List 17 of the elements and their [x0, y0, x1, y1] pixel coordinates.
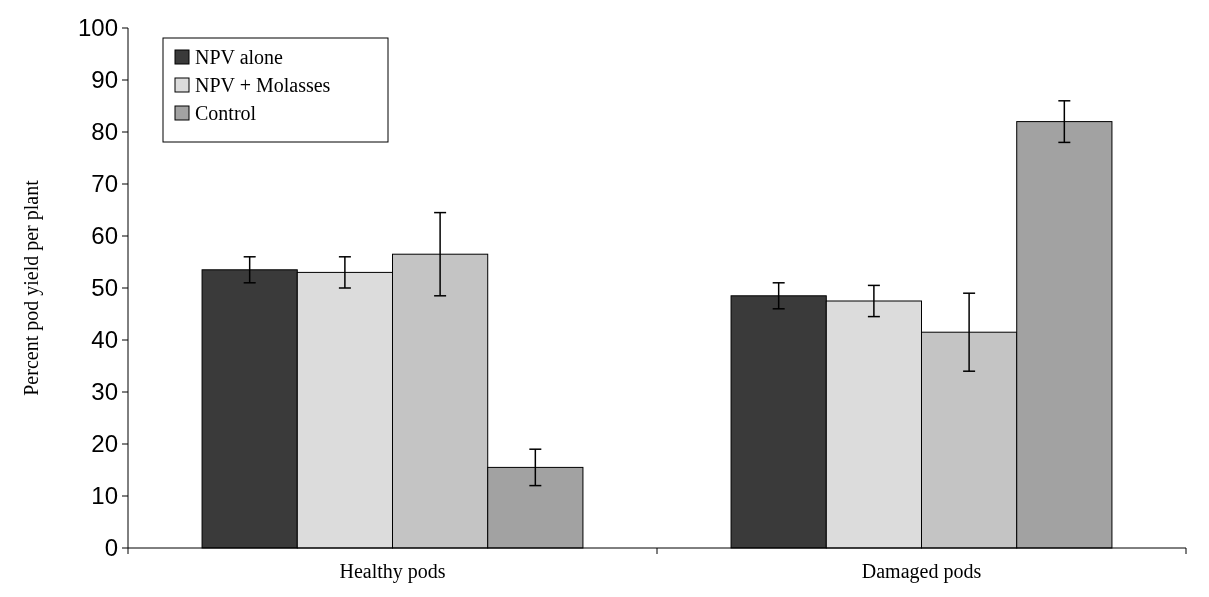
y-tick-label: 80: [91, 118, 118, 146]
y-tick-label: 30: [91, 378, 118, 406]
x-tick-label: Damaged pods: [861, 560, 982, 583]
x-tick-label: Healthy pods: [339, 560, 446, 583]
legend-label: Control: [195, 102, 257, 124]
legend-label: NPV alone: [195, 46, 284, 68]
y-tick-label: 20: [91, 430, 118, 458]
y-tick-label: 40: [91, 326, 118, 354]
y-tick-label: 90: [91, 66, 118, 94]
y-tick-label: 70: [91, 170, 118, 198]
y-tick-label: 100: [77, 14, 118, 42]
y-tick-label: 60: [91, 222, 118, 250]
y-tick-label: 0: [104, 534, 118, 562]
y-tick-label: 50: [91, 274, 118, 302]
legend-label: NPV + Molasses: [195, 74, 331, 96]
y-tick-label: 10: [91, 482, 118, 510]
y-axis-title: Percent pod yield per plant: [20, 179, 43, 396]
